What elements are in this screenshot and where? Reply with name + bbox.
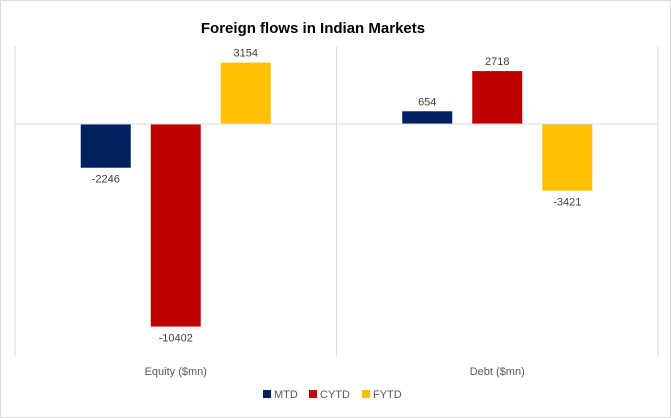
bar-mtd-equity (80, 124, 131, 168)
legend-swatch-cytd (309, 390, 317, 398)
data-label: -10402 (159, 333, 193, 345)
data-label: 2718 (485, 56, 509, 68)
bar-fytd-debt (542, 124, 593, 191)
legend-swatch-fytd (362, 390, 370, 398)
data-label: 3154 (234, 48, 258, 60)
data-label: -3421 (553, 197, 581, 209)
legend-label-cytd: CYTD (320, 389, 350, 401)
legend-swatch-mtd (263, 390, 271, 398)
category-label: Equity ($mn) (145, 366, 207, 378)
data-label: 654 (418, 96, 436, 108)
legend: MTD CYTD FYTD (263, 389, 402, 401)
bar-mtd-debt (402, 111, 453, 124)
data-label: -2246 (92, 174, 120, 186)
plot-area: -2246 -10402 3154 Equity ($mn) 654 2718 -3421 D… (14, 46, 659, 378)
chart-title: Foreign flows in Indian Markets (201, 20, 425, 37)
legend-label-mtd: MTD (274, 389, 298, 401)
legend-label-fytd: FYTD (373, 389, 402, 401)
category-label: Debt ($mn) (470, 366, 525, 378)
bar-cytd-equity (150, 124, 201, 327)
bar-cytd-debt (472, 71, 523, 124)
bar-fytd-equity (220, 62, 271, 124)
